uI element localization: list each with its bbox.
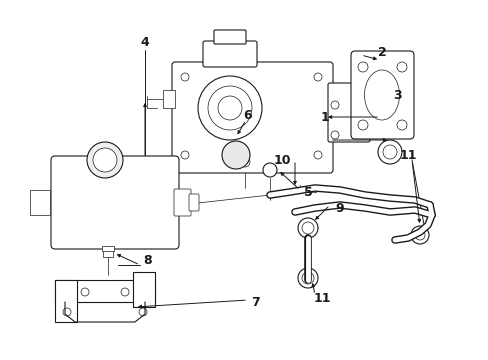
Circle shape bbox=[357, 120, 367, 130]
Circle shape bbox=[222, 141, 249, 169]
Text: 8: 8 bbox=[143, 253, 152, 266]
FancyBboxPatch shape bbox=[350, 51, 413, 139]
Bar bbox=[55, 280, 155, 302]
Circle shape bbox=[357, 62, 367, 72]
Text: 11: 11 bbox=[313, 292, 330, 305]
Circle shape bbox=[297, 218, 317, 238]
Circle shape bbox=[263, 163, 276, 177]
Circle shape bbox=[414, 230, 424, 240]
Bar bbox=[102, 246, 114, 251]
Circle shape bbox=[330, 101, 338, 109]
FancyBboxPatch shape bbox=[327, 83, 369, 142]
Circle shape bbox=[302, 222, 313, 234]
Circle shape bbox=[139, 308, 147, 316]
FancyBboxPatch shape bbox=[214, 30, 245, 44]
Circle shape bbox=[382, 145, 396, 159]
Circle shape bbox=[181, 151, 189, 159]
Text: 11: 11 bbox=[398, 149, 416, 162]
Circle shape bbox=[313, 73, 321, 81]
Circle shape bbox=[93, 148, 117, 172]
Text: 10: 10 bbox=[273, 153, 290, 166]
FancyBboxPatch shape bbox=[203, 41, 257, 67]
Bar bbox=[30, 190, 50, 215]
Text: 5: 5 bbox=[303, 185, 312, 198]
Text: 1: 1 bbox=[320, 111, 329, 123]
Text: 2: 2 bbox=[377, 45, 386, 59]
Circle shape bbox=[218, 96, 242, 120]
Circle shape bbox=[313, 151, 321, 159]
Circle shape bbox=[181, 73, 189, 81]
Circle shape bbox=[297, 268, 317, 288]
Text: 3: 3 bbox=[393, 89, 402, 102]
Circle shape bbox=[81, 288, 89, 296]
Text: 4: 4 bbox=[141, 36, 149, 49]
FancyBboxPatch shape bbox=[51, 156, 179, 249]
Circle shape bbox=[198, 76, 262, 140]
Bar bbox=[133, 272, 155, 307]
Circle shape bbox=[207, 86, 251, 130]
Text: 7: 7 bbox=[250, 296, 259, 309]
Circle shape bbox=[396, 62, 406, 72]
Circle shape bbox=[396, 120, 406, 130]
Circle shape bbox=[330, 131, 338, 139]
Circle shape bbox=[87, 142, 123, 178]
Circle shape bbox=[240, 157, 249, 167]
Text: 9: 9 bbox=[335, 202, 344, 215]
Bar bbox=[103, 249, 113, 257]
FancyBboxPatch shape bbox=[172, 62, 332, 173]
Circle shape bbox=[410, 226, 428, 244]
Circle shape bbox=[63, 308, 71, 316]
Ellipse shape bbox=[364, 70, 399, 120]
Text: 6: 6 bbox=[243, 108, 252, 122]
Circle shape bbox=[302, 272, 313, 284]
FancyBboxPatch shape bbox=[189, 194, 199, 211]
FancyBboxPatch shape bbox=[366, 93, 382, 133]
FancyBboxPatch shape bbox=[174, 189, 191, 216]
Circle shape bbox=[377, 140, 401, 164]
Circle shape bbox=[121, 288, 129, 296]
Bar bbox=[55, 280, 77, 322]
Bar bbox=[163, 90, 175, 108]
